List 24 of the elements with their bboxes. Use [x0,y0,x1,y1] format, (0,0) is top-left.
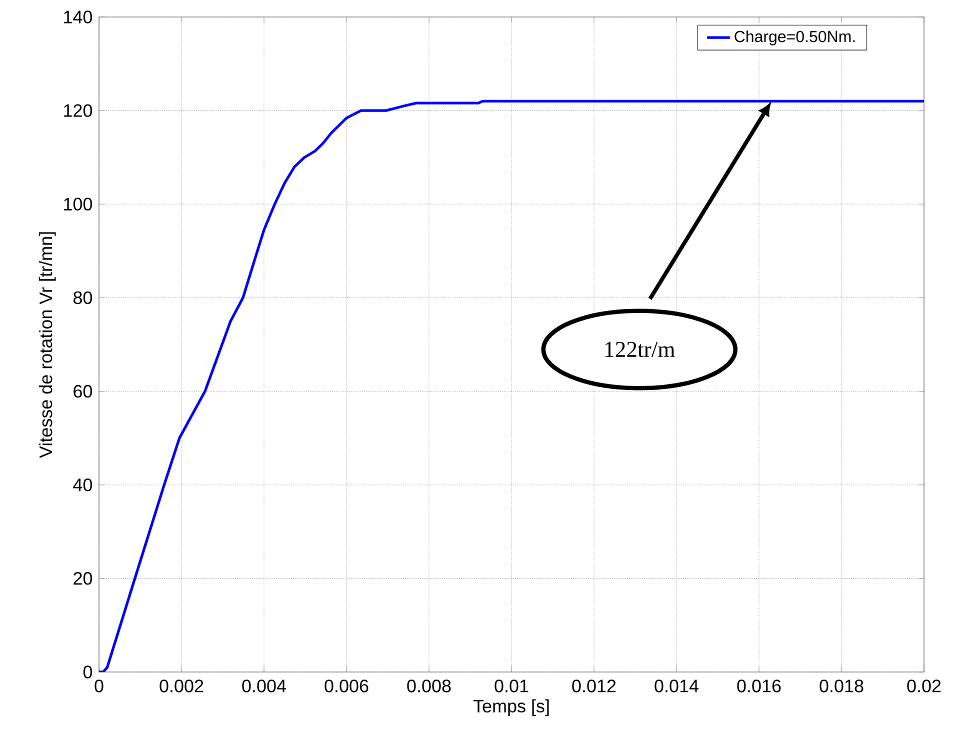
y-tick-label: 100 [64,198,92,211]
x-tick-label: 0.008 [407,680,451,692]
x-tick-label: 0.014 [654,680,699,692]
line-series [99,100,924,672]
x-tick-label: 0 [94,680,104,692]
x-tick-label: 0.012 [572,680,616,692]
x-tick-label: 0.004 [242,680,286,692]
x-tick-label: 0.01 [494,680,528,692]
y-tick-label: 80 [73,291,92,304]
y-tick-label: 40 [73,478,92,492]
x-tick-label: 0.002 [160,680,204,692]
y-tick-label: 60 [74,384,92,398]
y-tick-label: 140 [64,10,92,24]
y-tick-label: 0 [83,666,92,678]
x-tick-label: 0.02 [907,680,941,692]
x-tick-label: 0.018 [820,680,864,692]
y-axis-title: Vitesse de rotation Vr [tr/mn] [38,232,56,458]
x-tick-label: 0.016 [737,680,781,692]
y-tick-label: 120 [64,104,92,117]
x-axis-title: Temps [s] [473,699,549,716]
y-tick-label: 20 [74,572,92,585]
legend-label: Charge=0.50Nm. [734,30,855,46]
x-tick-label: 0.006 [324,680,368,692]
annotation: 122tr/m [605,342,675,358]
